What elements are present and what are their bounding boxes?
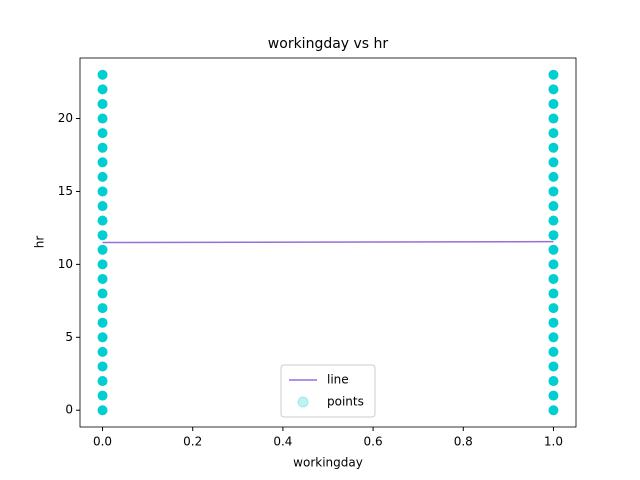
x-tick-label: 0.4 — [273, 435, 292, 449]
point — [548, 171, 559, 182]
point — [548, 201, 559, 212]
y-axis-label: hr — [33, 236, 47, 249]
point — [97, 69, 108, 80]
legend-label: points — [327, 395, 364, 409]
y-tick-label: 5 — [65, 330, 73, 344]
point — [548, 215, 559, 226]
point — [548, 361, 559, 372]
point — [97, 128, 108, 139]
plot-frame — [79, 57, 577, 428]
point — [97, 332, 108, 343]
point — [97, 84, 108, 95]
point — [548, 157, 559, 168]
point — [97, 317, 108, 328]
point — [97, 390, 108, 401]
point — [548, 376, 559, 387]
point — [548, 288, 559, 299]
y-tick-label: 20 — [58, 111, 73, 125]
line — [102, 240, 554, 244]
point — [548, 113, 559, 124]
x-tick-label: 0.0 — [93, 435, 112, 449]
point — [97, 273, 108, 284]
point — [548, 390, 559, 401]
point — [548, 405, 559, 416]
legend-box — [280, 364, 376, 418]
point — [97, 142, 108, 153]
y-tick-label: 15 — [58, 184, 73, 198]
point — [548, 69, 559, 80]
point — [97, 157, 108, 168]
point — [548, 273, 559, 284]
point — [97, 230, 108, 241]
point — [548, 128, 559, 139]
point — [548, 230, 559, 241]
point — [548, 142, 559, 153]
point — [97, 113, 108, 124]
legend-marker — [297, 396, 309, 408]
point — [548, 317, 559, 328]
point — [548, 259, 559, 270]
point — [548, 186, 559, 197]
x-tick-label: 0.6 — [364, 435, 383, 449]
point — [97, 376, 108, 387]
y-tick-label: 10 — [58, 257, 73, 271]
y-tick-label: 0 — [65, 403, 73, 417]
point — [97, 288, 108, 299]
point — [548, 303, 559, 314]
point — [548, 332, 559, 343]
legend-label: line — [327, 373, 349, 387]
point — [97, 361, 108, 372]
x-tick-label: 0.2 — [183, 435, 202, 449]
point — [97, 346, 108, 357]
point — [97, 244, 108, 255]
point — [97, 186, 108, 197]
x-axis-label: workingday — [293, 456, 363, 470]
point — [548, 244, 559, 255]
point — [97, 201, 108, 212]
point — [97, 171, 108, 182]
point — [548, 84, 559, 95]
x-tick-label: 0.8 — [454, 435, 473, 449]
point — [97, 98, 108, 109]
chart-title: workingday vs hr — [268, 36, 389, 52]
point — [97, 259, 108, 270]
x-tick-label: 1.0 — [544, 435, 563, 449]
point — [97, 215, 108, 226]
point — [97, 405, 108, 416]
point — [548, 346, 559, 357]
point — [548, 98, 559, 109]
point — [97, 303, 108, 314]
